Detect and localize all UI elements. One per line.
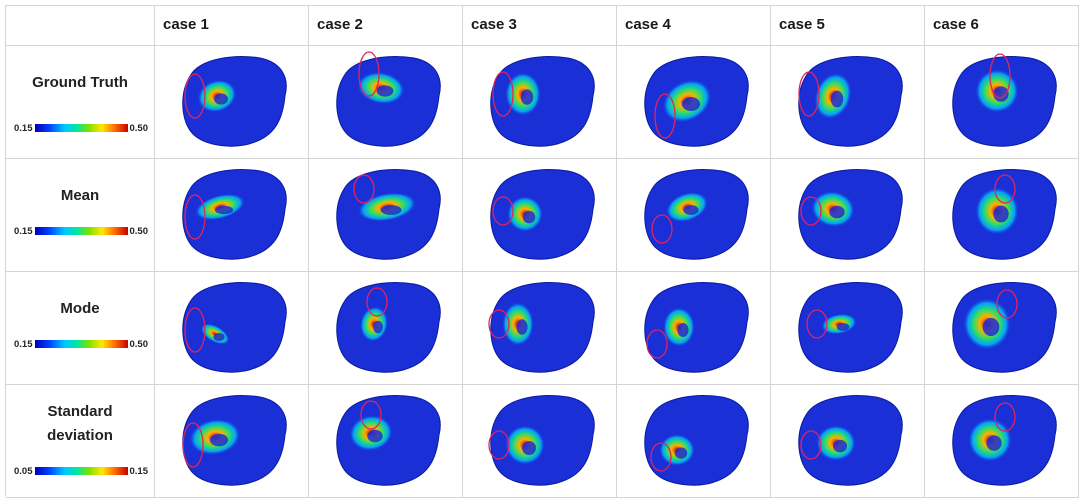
heart-render [463,385,617,498]
heart-mesh-graphic [952,169,1057,260]
heart-render [925,46,1079,159]
heart-render [617,385,771,498]
heart-mesh-graphic [336,169,441,260]
heart-render [617,159,771,272]
heart-render [309,46,463,159]
col-header-case-2: case 2 [309,6,463,46]
heart-mesh-graphic [182,395,287,486]
heart-render [771,272,925,385]
heart-render [463,46,617,159]
scale-min: 0.15 [14,338,33,350]
heart-mesh-graphic [182,282,287,373]
heart-mesh-graphic [336,395,441,486]
heart-mesh-graphic [644,169,749,260]
heart-mesh-graphic [490,169,595,260]
row-title: Mode [60,300,100,317]
heart-mesh-graphic [336,51,441,147]
heart-mesh-graphic [490,56,595,147]
heart-render [155,159,309,272]
heart-mesh-graphic [952,395,1057,486]
heart-mesh-graphic [488,282,595,373]
heart-render [771,385,925,498]
row-title-line-2: deviation [47,427,113,444]
corner-cell [6,6,155,46]
heart-render [309,159,463,272]
heart-mesh-graphic [798,169,903,260]
heart-render [617,272,771,385]
color-scale: 0.05 0.15 [14,465,148,477]
row-label-ground-truth: Ground Truth 0.15 0.50 [6,46,155,159]
col-header-case-1: case 1 [155,6,309,46]
col-header-case-3: case 3 [463,6,617,46]
heart-mesh-graphic [644,56,749,147]
heart-mesh-graphic [644,395,749,486]
heart-render [617,46,771,159]
heart-render [155,46,309,159]
scale-min: 0.15 [14,122,33,134]
scale-bar [34,467,128,475]
row-title: Mean [60,187,100,204]
heart-render [925,159,1079,272]
heart-render [925,272,1079,385]
scale-max: 0.50 [129,225,149,237]
heart-render [463,272,617,385]
col-header-case-6: case 6 [925,6,1079,46]
scale-max: 0.50 [129,122,149,134]
results-grid: case 1 case 2 case 3 case 4 case 5 case … [5,5,1079,498]
heart-mesh-graphic [798,56,903,147]
heart-mesh-graphic [644,282,749,373]
scale-bar [34,227,128,235]
heart-mesh-graphic [952,282,1057,373]
row-title: Ground Truth [32,74,128,91]
row-label-mode: Mode 0.15 0.50 [6,272,155,385]
row-label-standard-deviation: Standard deviation 0.05 0.15 [6,385,155,498]
heart-render [309,272,463,385]
scale-max: 0.50 [129,338,149,350]
color-scale: 0.15 0.50 [14,122,148,134]
scale-min: 0.05 [14,465,33,477]
row-label-mean: Mean 0.15 0.50 [6,159,155,272]
scale-bar [34,340,128,348]
heart-mesh-graphic [798,395,903,486]
heart-render [771,159,925,272]
scale-min: 0.15 [14,225,33,237]
color-scale: 0.15 0.50 [14,338,148,350]
heart-render [309,385,463,498]
row-title-line-1: Standard [47,403,113,420]
col-header-case-4: case 4 [617,6,771,46]
color-scale: 0.15 0.50 [14,225,148,237]
heart-render [463,159,617,272]
heart-mesh-graphic [182,56,287,147]
heart-mesh-graphic [182,169,287,260]
heart-mesh-graphic [798,282,903,373]
heart-render [925,385,1079,498]
heart-mesh-graphic [336,282,441,373]
scale-bar [34,124,128,132]
heart-mesh-graphic [952,53,1057,147]
heart-render [771,46,925,159]
col-header-case-5: case 5 [771,6,925,46]
heart-render [155,272,309,385]
scale-max: 0.15 [129,465,149,477]
heart-render [155,385,309,498]
heart-mesh-graphic [488,395,595,486]
